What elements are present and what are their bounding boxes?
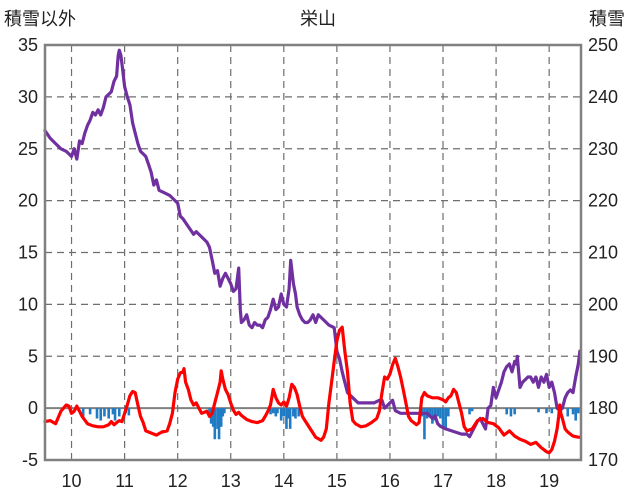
bar [219, 408, 223, 427]
bar [113, 408, 117, 421]
bar [88, 408, 92, 415]
bar [107, 408, 110, 419]
bar [439, 408, 442, 419]
bar [223, 408, 226, 414]
bar [297, 408, 300, 417]
bar [441, 408, 445, 427]
line-series [43, 48, 582, 455]
bar [447, 408, 450, 417]
snow-depth-line [43, 48, 582, 439]
bar [537, 408, 540, 413]
bar [269, 408, 272, 415]
x-tick-label: 19 [539, 471, 559, 491]
bar [211, 408, 215, 427]
left-tick-label: 25 [18, 139, 38, 159]
x-tick-label: 11 [115, 471, 134, 491]
bar [468, 408, 471, 415]
bar [271, 408, 275, 414]
bar [286, 408, 290, 419]
bar [550, 408, 554, 414]
left-tick-label: -5 [22, 450, 38, 470]
bar [288, 408, 292, 429]
bar [285, 408, 288, 429]
right-tick-label: 190 [588, 346, 618, 366]
bar [127, 408, 131, 416]
bar [423, 408, 426, 440]
right-tick-label: 200 [588, 294, 618, 314]
bar [276, 408, 279, 414]
bar [208, 408, 211, 417]
bar [216, 408, 219, 429]
x-tick-label: 10 [62, 471, 82, 491]
bar [95, 408, 99, 419]
bar [513, 408, 516, 415]
left-axis-label: 積雪以外 [4, 9, 76, 29]
x-tick-label: 12 [168, 471, 188, 491]
bar [117, 408, 121, 417]
left-tick-label: 30 [18, 87, 38, 107]
tick-labels: -5 0 5 10 15 20 25 30 35 170 180 190 200 210 220 230 240… [18, 35, 618, 491]
right-axis-label: 積雪 [589, 9, 625, 29]
left-tick-label: 20 [18, 191, 38, 211]
bar [577, 408, 580, 414]
right-tick-label: 210 [588, 243, 618, 263]
bar [509, 408, 513, 417]
bar [571, 408, 575, 415]
bar [294, 408, 297, 419]
right-tick-label: 230 [588, 139, 618, 159]
bar [431, 408, 434, 424]
x-tick-label: 18 [486, 471, 506, 491]
bar [279, 408, 283, 421]
bar [221, 408, 225, 417]
bar [81, 408, 85, 417]
bar [282, 408, 286, 417]
right-tick-label: 240 [588, 87, 618, 107]
bar [103, 408, 106, 417]
bar [505, 408, 509, 415]
bar [428, 408, 432, 417]
bar [99, 408, 103, 421]
left-tick-label: 0 [28, 398, 38, 418]
left-tick-label: 5 [28, 346, 38, 366]
x-tick-label: 14 [274, 471, 294, 491]
right-tick-label: 180 [588, 398, 618, 418]
left-tick-label: 35 [18, 35, 38, 55]
bar [444, 408, 447, 429]
bar [470, 408, 474, 412]
plot-frame [43, 43, 583, 462]
bar [574, 408, 577, 421]
x-tick-label: 15 [327, 471, 347, 491]
bar [213, 408, 217, 440]
right-tick-label: 250 [588, 35, 618, 55]
bar [274, 408, 278, 417]
x-tick-label: 16 [380, 471, 400, 491]
left-tick-label: 15 [18, 243, 38, 263]
bar [566, 408, 570, 417]
x-tick-label: 17 [433, 471, 453, 491]
x-tick-label: 13 [221, 471, 241, 491]
bar [545, 408, 548, 414]
bar [111, 408, 115, 415]
left-tick-label: 10 [18, 294, 38, 314]
bar [436, 408, 440, 417]
chart-title: 栄山 [300, 9, 336, 29]
bar [292, 408, 295, 417]
grid [45, 45, 581, 460]
other-line [43, 325, 582, 455]
bar [217, 408, 221, 440]
right-tick-label: 170 [588, 450, 618, 470]
right-tick-label: 220 [588, 191, 618, 211]
